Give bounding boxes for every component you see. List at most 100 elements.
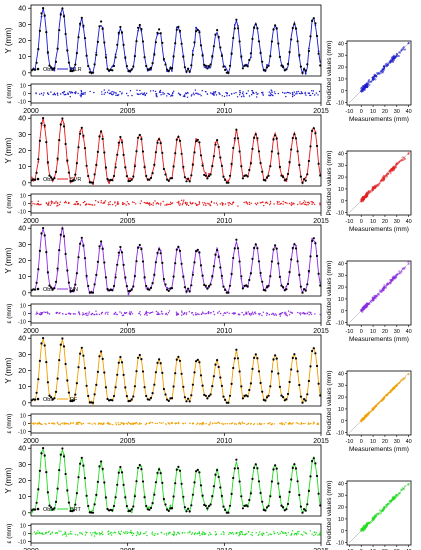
observed-point [117,31,120,34]
scatter-x-tick-label: 10 [370,439,376,445]
residual-point [68,91,71,93]
scatter-point [368,83,371,86]
residual-point [263,533,265,535]
scatter-point [381,179,384,182]
residual-point [255,91,257,94]
observed-point [183,396,186,399]
observed-point [188,400,191,403]
residual-point [164,204,166,206]
residual-point [248,203,251,206]
residual-point [217,312,219,314]
residual-point [63,94,65,96]
residual-point [291,92,294,94]
residual-point [257,202,259,204]
residual-point [220,533,222,535]
residual-point [177,92,180,94]
residual-point [243,201,245,204]
observed-point [307,379,310,383]
observed-point [214,143,217,146]
residual-point [231,312,233,315]
observed-point [256,357,259,360]
residual-point [224,312,226,314]
residual-point [305,204,308,206]
observed-point [304,289,307,292]
residual-point [47,92,49,94]
residual-point [166,95,168,97]
legend-model-label: RF [70,397,78,403]
scatter-point [398,161,401,164]
observed-point [193,261,196,264]
scatter-x-tick-label: 40 [406,219,412,225]
residual-point [160,422,162,425]
residual-point [65,200,67,203]
observed-point [257,150,261,153]
residual-point [184,95,186,98]
residual-point [207,202,209,205]
residual-point [291,532,293,535]
observed-point [96,370,99,373]
residual-point [133,422,135,424]
scatter-point [374,295,377,297]
scatter-point [383,286,386,289]
residual-point [43,92,45,94]
observed-point [261,500,264,503]
observed-point [282,66,285,69]
observed-point [272,138,275,141]
residual-point [292,203,294,205]
scatter-point [378,400,381,403]
residual-point [274,313,276,315]
observed-point [103,151,106,154]
observed-point [319,64,322,67]
residual-point [35,313,38,315]
residual-point [255,204,258,206]
residual-point [124,203,126,205]
residual-point [160,202,162,204]
residual-point [53,202,55,204]
observed-point [104,386,107,389]
observed-point [79,352,82,355]
predicted-point [314,24,317,27]
residual-point [302,534,304,536]
residual-point [78,312,81,314]
residual-point [298,423,300,425]
observed-point [127,180,130,183]
predicted-point [117,254,120,257]
residual-point [63,533,65,535]
observed-point [130,178,133,181]
observed-point [227,181,230,184]
observed-point [42,117,45,120]
observed-point [174,372,177,375]
residual-point [129,531,132,533]
predicted-point [40,15,43,18]
observed-point [274,354,277,357]
residual-point [214,534,217,536]
predicted-point [140,465,143,468]
residual-point [239,314,241,316]
observed-point [222,65,225,68]
residual-point [36,312,39,315]
observed-point [201,494,204,497]
observed-point [199,154,203,157]
observed-point [224,288,227,291]
predicted-point [114,53,117,56]
scatter-point [396,162,399,165]
observed-point [220,494,223,497]
residual-point [130,530,132,532]
residual-point [182,201,184,203]
observed-point [214,473,217,476]
observed-point [224,68,227,71]
residual-point [204,313,206,315]
observed-point [285,288,288,291]
scatter-point [374,296,377,299]
residual-point [311,90,313,92]
residual-point [238,90,241,92]
legend-obs-label: Obs [43,397,53,403]
observed-point [195,30,198,33]
residual-point [314,533,316,536]
observed-point [83,147,87,150]
residual-point [314,313,316,315]
observed-point [66,159,69,162]
observed-point [42,227,45,230]
residual-point [107,531,109,533]
residual-point [235,92,237,94]
